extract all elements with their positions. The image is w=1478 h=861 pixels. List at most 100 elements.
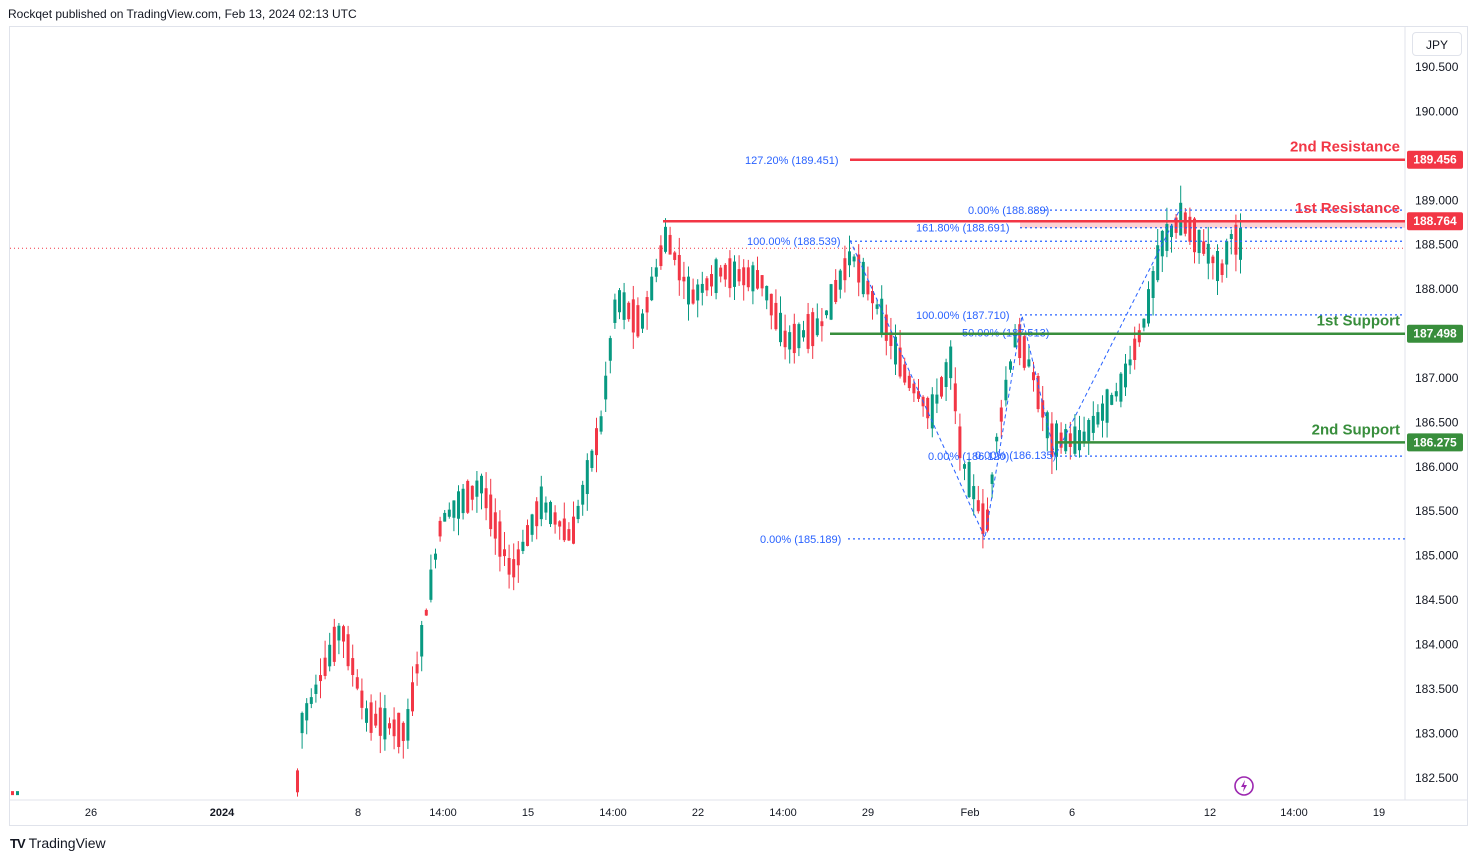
candle (512, 559, 516, 578)
candle (553, 512, 557, 525)
candle (585, 460, 589, 495)
x-tick-label: 22 (692, 807, 704, 819)
candle (627, 302, 631, 320)
candle (452, 500, 456, 518)
candle (424, 609, 428, 616)
candle (1156, 245, 1160, 281)
candle (1188, 216, 1192, 242)
x-tick-label: 14:00 (769, 807, 797, 819)
candle (608, 338, 612, 361)
candle (949, 346, 953, 379)
candle (613, 299, 617, 323)
candle (631, 299, 635, 333)
candle (549, 501, 552, 525)
x-tick-label: 14:00 (599, 807, 627, 819)
candle (1045, 412, 1049, 439)
candle (783, 330, 787, 348)
candle (871, 291, 874, 304)
candle (806, 314, 810, 349)
candle (296, 770, 299, 793)
candle (535, 501, 539, 527)
candle (539, 486, 543, 520)
x-tick-label: 15 (522, 807, 534, 819)
candle (654, 267, 658, 277)
candle (737, 269, 741, 282)
y-tick-label: 183.500 (1415, 682, 1459, 696)
candle (1193, 218, 1196, 253)
level-label: 2nd Resistance (1290, 139, 1400, 156)
candle (673, 252, 677, 260)
candle (530, 514, 534, 535)
candle (659, 245, 663, 267)
x-tick-label: 6 (1069, 807, 1075, 819)
candle (981, 503, 985, 535)
y-tick-label: 188.000 (1415, 282, 1459, 296)
candle (774, 302, 778, 330)
chart-frame (9, 26, 1468, 826)
candle (650, 276, 654, 301)
price-badge-text: 188.764 (1413, 214, 1457, 228)
candle (852, 256, 856, 262)
candle (337, 625, 341, 641)
x-tick-label: 14:00 (1280, 807, 1308, 819)
level-label: 1st Support (1317, 313, 1400, 330)
x-tick-label: 29 (862, 807, 874, 819)
fib-label: 0.00% (186.120) (928, 451, 1009, 463)
candle (567, 529, 571, 541)
candle (723, 264, 727, 280)
price-badge (1407, 212, 1463, 231)
candle (415, 664, 419, 674)
candle (1055, 423, 1058, 457)
candle (618, 290, 621, 313)
y-tick-label: 183.000 (1415, 726, 1459, 740)
candle (751, 265, 755, 292)
candle (917, 391, 920, 399)
candle (765, 285, 769, 301)
candle (470, 485, 474, 500)
candle (815, 318, 819, 336)
candle (1220, 263, 1224, 276)
resistance-zone (1020, 221, 1405, 228)
candle (1110, 394, 1114, 405)
candle (562, 518, 566, 541)
candle (700, 283, 704, 293)
brand-label: TradingView (28, 835, 106, 851)
candle (894, 336, 897, 365)
price-badge-text: 189.456 (1413, 153, 1457, 167)
candle (314, 684, 318, 694)
candle (1206, 243, 1210, 264)
candle (1096, 412, 1100, 425)
candle (516, 549, 520, 566)
candle (1018, 324, 1022, 359)
candle (572, 516, 575, 544)
y-tick-label: 182.500 (1415, 771, 1459, 785)
candle (429, 569, 433, 600)
level-label: 2nd Support (1312, 421, 1400, 438)
currency-button[interactable]: JPY (1412, 32, 1462, 56)
candle (1211, 256, 1215, 264)
candle (1183, 212, 1187, 234)
candle (503, 549, 506, 557)
candle (668, 234, 672, 255)
y-tick-label: 184.500 (1415, 593, 1459, 607)
level-label: 1st Resistance (1295, 200, 1400, 217)
candle (976, 500, 980, 512)
x-tick-label: 8 (355, 807, 361, 819)
candle (622, 292, 626, 320)
candle (309, 697, 313, 704)
candle (526, 525, 529, 546)
candle (1119, 373, 1123, 402)
candle (457, 491, 460, 519)
candle (710, 274, 713, 287)
candle (374, 713, 378, 726)
candle (811, 312, 815, 347)
candle (319, 675, 322, 682)
footer: TV TradingView (10, 835, 106, 851)
lightning-icon[interactable] (1233, 775, 1255, 797)
candle (967, 462, 971, 498)
candle (944, 362, 948, 387)
candle (963, 464, 966, 469)
candle (848, 251, 851, 266)
candle (1009, 361, 1012, 370)
